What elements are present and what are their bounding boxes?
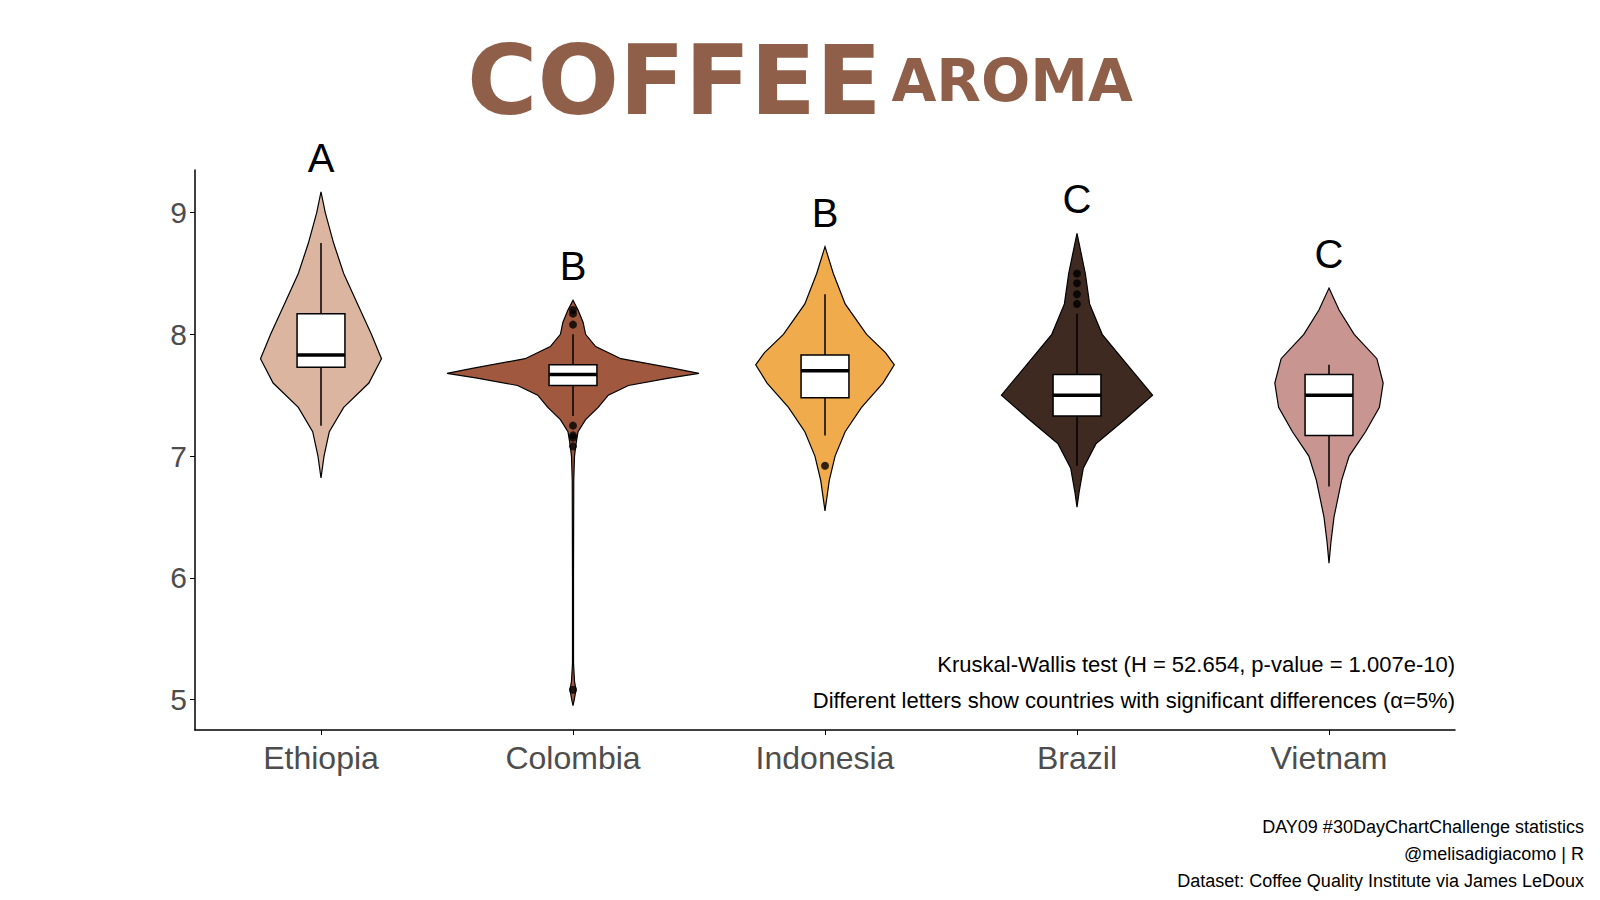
svg-text:Indonesia: Indonesia (756, 740, 895, 776)
svg-text:Brazil: Brazil (1037, 740, 1117, 776)
svg-text:C: C (1315, 232, 1344, 276)
svg-text:Vietnam: Vietnam (1271, 740, 1388, 776)
svg-text:7: 7 (170, 440, 187, 473)
svg-text:C: C (1063, 177, 1092, 221)
svg-text:DAY09 #30DayChartChallenge sta: DAY09 #30DayChartChallenge statistics (1262, 817, 1584, 837)
svg-text:6: 6 (170, 561, 187, 594)
svg-text:Ethiopia: Ethiopia (263, 740, 379, 776)
svg-text:B: B (560, 244, 587, 288)
svg-text:Dataset: Coffee Quality Instit: Dataset: Coffee Quality Institute via Ja… (1177, 871, 1584, 891)
svg-text:Colombia: Colombia (505, 740, 640, 776)
svg-text:9: 9 (170, 196, 187, 229)
svg-text:Kruskal-Wallis test (H = 52.65: Kruskal-Wallis test (H = 52.654, p-value… (937, 652, 1455, 677)
svg-text:B: B (812, 191, 839, 235)
svg-text:A: A (308, 136, 335, 180)
svg-text:5: 5 (170, 683, 187, 716)
svg-text:@melisadigiacomo | R: @melisadigiacomo | R (1404, 844, 1584, 864)
svg-text:COFFEE: COFFEE (467, 25, 881, 137)
svg-text:Different letters show countri: Different letters show countries with si… (813, 688, 1455, 713)
svg-text:8: 8 (170, 318, 187, 351)
svg-text:AROMA: AROMA (891, 47, 1133, 115)
